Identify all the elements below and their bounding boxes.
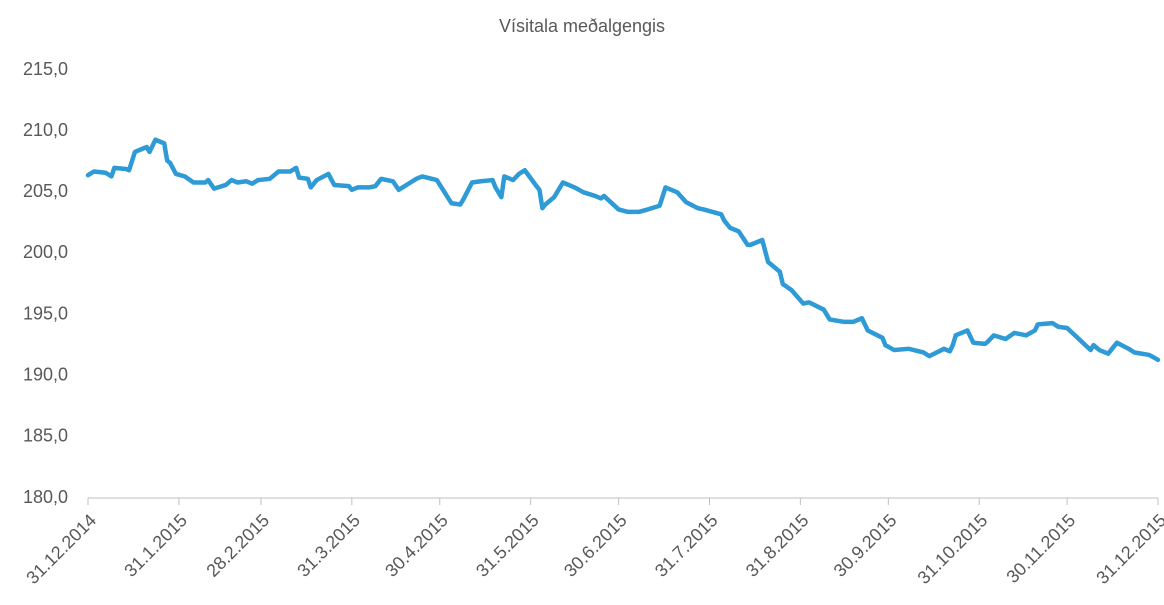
x-tick-label: 30.9.2015: [830, 510, 901, 581]
x-tick-label: 30.11.2015: [1002, 510, 1079, 587]
y-tick-label: 180,0: [23, 487, 68, 507]
y-tick-label: 200,0: [23, 242, 68, 262]
y-tick-label: 210,0: [23, 120, 68, 140]
x-tick-label: 31.1.2015: [120, 510, 191, 581]
x-tick-label: 31.3.2015: [293, 510, 364, 581]
y-tick-label: 195,0: [23, 303, 68, 323]
x-tick-label: 28.2.2015: [202, 510, 273, 581]
x-tick-label: 31.10.2015: [914, 510, 992, 588]
y-tick-label: 215,0: [23, 59, 68, 79]
y-tick-label: 190,0: [23, 364, 68, 384]
x-tick-label: 31.12.2015: [1092, 510, 1164, 588]
x-tick-label: 30.6.2015: [560, 510, 631, 581]
x-tick-label: 31.5.2015: [472, 510, 543, 581]
data-line: [85, 137, 1161, 363]
x-tick-label: 30.4.2015: [381, 510, 452, 581]
y-tick-label: 185,0: [23, 426, 68, 446]
x-tick-label: 31.7.2015: [651, 510, 722, 581]
y-tick-label: 205,0: [23, 181, 68, 201]
chart-title: Vísitala meðalgengis: [499, 16, 665, 36]
x-tick-label: 31.8.2015: [742, 510, 813, 581]
x-tick-label: 31.12.2014: [22, 510, 100, 588]
